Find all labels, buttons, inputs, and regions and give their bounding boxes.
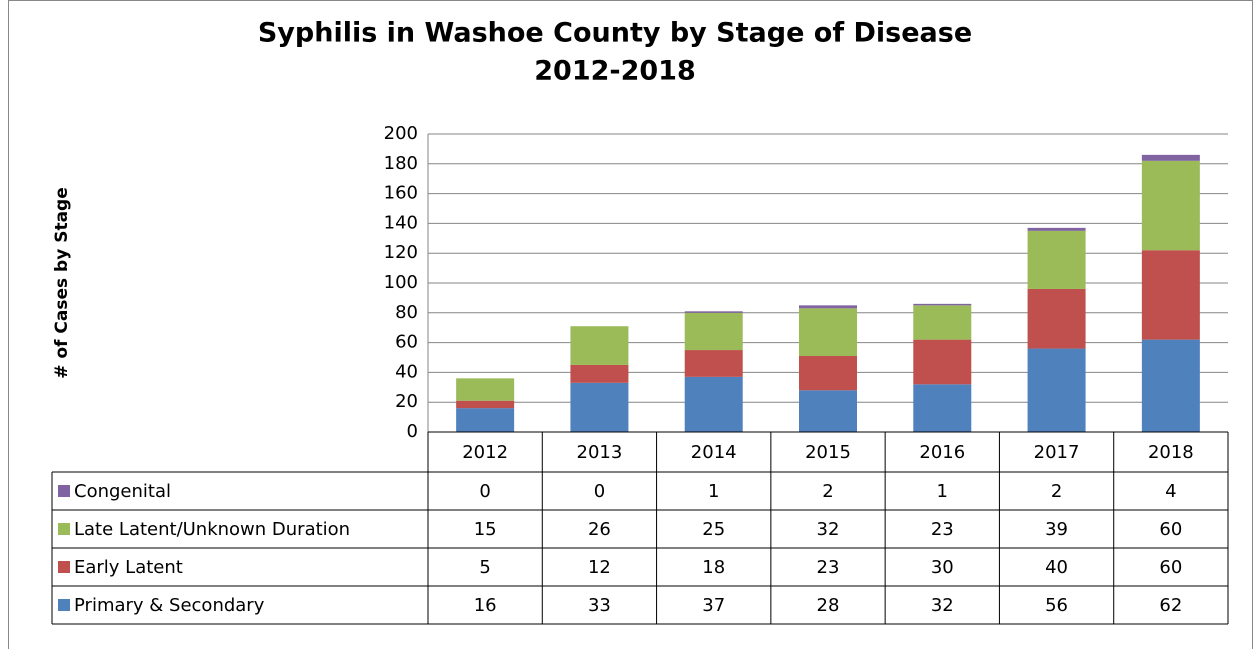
y-tick-label: 200 (384, 123, 418, 144)
table-value: 15 (474, 519, 497, 540)
bar-segment (1027, 230, 1086, 289)
table-value: 62 (1159, 595, 1182, 616)
bar-segment (684, 311, 743, 313)
table-value: 0 (479, 481, 490, 502)
y-tick-label: 120 (384, 242, 418, 263)
y-tick-label: 180 (384, 153, 418, 174)
table-value: 40 (1045, 557, 1068, 578)
legend-label: Primary & Secondary (74, 595, 265, 616)
bar-segment (913, 339, 972, 385)
bar-segment (1027, 348, 1086, 432)
bar-segment (684, 312, 743, 351)
y-tick-label: 60 (395, 332, 418, 353)
y-tick-label: 40 (395, 361, 418, 382)
table-value: 37 (702, 595, 725, 616)
bar-segment (570, 382, 629, 432)
bar-segment (1141, 339, 1200, 432)
bar-segment (1141, 250, 1200, 340)
table-value: 1 (708, 481, 719, 502)
table-value: 33 (588, 595, 611, 616)
legend-key (58, 561, 70, 573)
table-value: 25 (702, 519, 725, 540)
y-tick-label: 100 (384, 272, 418, 293)
x-tick-label: 2012 (462, 442, 508, 463)
bar-segment (1141, 160, 1200, 251)
table-value: 60 (1159, 519, 1182, 540)
x-tick-label: 2016 (919, 442, 965, 463)
table-value: 26 (588, 519, 611, 540)
table-value: 16 (474, 595, 497, 616)
bar-segment (1141, 154, 1200, 161)
bar-segment (456, 408, 515, 432)
bar-segment (799, 308, 857, 357)
bar-segment (1027, 227, 1086, 231)
legend-label: Early Latent (74, 557, 183, 578)
bar-segment (799, 356, 857, 391)
bar-segment (684, 350, 743, 377)
bar-segment (913, 384, 972, 432)
table-value: 18 (702, 557, 725, 578)
table-value: 12 (588, 557, 611, 578)
bar-segment (913, 303, 972, 306)
table-value: 23 (931, 519, 954, 540)
table-value: 0 (594, 481, 605, 502)
x-tick-label: 2018 (1148, 442, 1194, 463)
y-tick-label: 140 (384, 212, 418, 233)
table-value: 56 (1045, 595, 1068, 616)
legend-label: Congenital (74, 481, 171, 502)
legend-label: Late Latent/Unknown Duration (74, 519, 350, 540)
table-value: 2 (822, 481, 833, 502)
legend-key (58, 485, 70, 497)
table-value: 1 (937, 481, 948, 502)
bar-segment (456, 378, 515, 401)
bar-segment (570, 364, 629, 383)
x-tick-label: 2015 (805, 442, 851, 463)
y-tick-label: 80 (395, 302, 418, 323)
table-value: 60 (1159, 557, 1182, 578)
x-tick-label: 2014 (691, 442, 737, 463)
bar-segment (913, 305, 972, 340)
legend-key (58, 523, 70, 535)
legend-key (58, 599, 70, 611)
table-value: 4 (1165, 481, 1176, 502)
x-tick-label: 2013 (577, 442, 623, 463)
y-tick-label: 160 (384, 183, 418, 204)
bar-segment (1027, 288, 1086, 349)
chart-subtitle: 2012-2018 (534, 56, 696, 87)
y-tick-label: 20 (395, 391, 418, 412)
bar-segment (799, 305, 857, 309)
bar-segment (684, 376, 743, 432)
bar-segment (570, 326, 629, 365)
table-value: 23 (817, 557, 840, 578)
table-value: 2 (1051, 481, 1062, 502)
table-value: 39 (1045, 519, 1068, 540)
table-value: 32 (817, 519, 840, 540)
bar-segment (456, 400, 515, 409)
x-tick-label: 2017 (1034, 442, 1080, 463)
y-axis-label: # of Cases by Stage (52, 187, 72, 379)
table-value: 30 (931, 557, 954, 578)
chart-frame (8, 0, 1253, 649)
table-value: 28 (817, 595, 840, 616)
y-tick-label: 0 (407, 421, 418, 442)
table-value: 32 (931, 595, 954, 616)
bar-segment (799, 390, 857, 432)
table-value: 5 (479, 557, 490, 578)
chart-title: Syphilis in Washoe County by Stage of Di… (258, 18, 972, 49)
